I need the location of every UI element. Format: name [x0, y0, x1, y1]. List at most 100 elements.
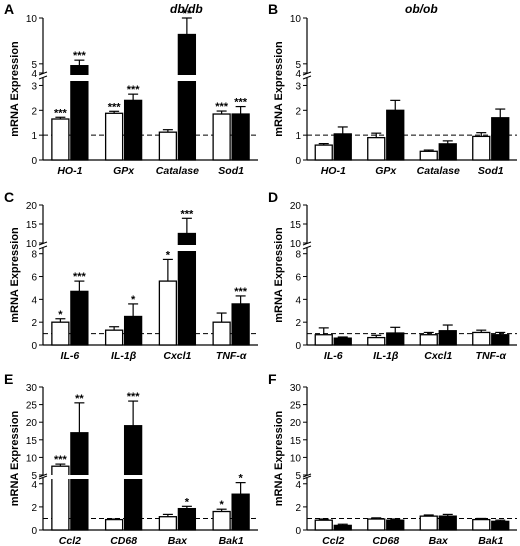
bar [333, 524, 352, 531]
y-tick-label: 8 [295, 250, 301, 261]
panel-letter: D [268, 189, 278, 205]
y-tick-label: 5 [295, 471, 301, 482]
bar [438, 330, 457, 346]
y-tick-label: 0 [31, 341, 37, 352]
bar [158, 131, 178, 161]
bar [177, 33, 197, 161]
bar [386, 519, 405, 531]
x-tick-label: Cxcl1 [163, 350, 191, 362]
x-tick-label: IL-1β [373, 350, 399, 362]
bar [314, 144, 333, 161]
x-tick-label: TNF-α [476, 350, 507, 362]
bar [123, 99, 143, 161]
bar-break-gap [123, 475, 143, 479]
y-tick-label: 15 [290, 436, 302, 447]
y-tick-label: 0 [31, 156, 37, 167]
significance-label: * [185, 496, 190, 508]
bar [212, 321, 231, 346]
axis-break-mark [38, 75, 48, 80]
y-tick-label: 4 [31, 69, 37, 80]
bar-break-gap [50, 475, 70, 479]
axis-break-mark [38, 245, 48, 250]
bar [472, 518, 491, 531]
y-tick-label: 2 [31, 106, 37, 117]
bar [491, 334, 510, 346]
bar [212, 113, 231, 161]
y-tick-label: 4 [295, 69, 301, 80]
bar [231, 113, 250, 161]
bar [123, 315, 143, 346]
x-tick-label: Bak1 [478, 535, 503, 546]
y-tick-label: 10 [290, 453, 302, 464]
x-tick-label: CD68 [110, 535, 137, 546]
bar-break-gap [69, 475, 89, 479]
bar-break-gap [177, 75, 197, 81]
x-tick-label: GPx [113, 165, 135, 177]
y-tick-label: 2 [295, 503, 301, 514]
y-tick-label: 20 [26, 418, 38, 429]
x-tick-label: Cxcl1 [424, 350, 452, 362]
y-tick-label: 15 [290, 220, 302, 231]
significance-label: *** [54, 107, 68, 119]
y-tick-label: 25 [26, 401, 38, 412]
x-tick-label: Bax [168, 535, 188, 546]
y-tick-label: 15 [26, 436, 38, 447]
bar [438, 515, 457, 531]
y-tick-label: 10 [26, 453, 38, 464]
bar [333, 337, 352, 346]
y-tick-label: 10 [26, 14, 38, 25]
y-tick-label: 6 [295, 273, 301, 284]
y-tick-label: 10 [290, 239, 302, 250]
bar [491, 117, 510, 161]
y-tick-label: 20 [290, 418, 302, 429]
y-tick-label: 0 [295, 156, 301, 167]
y-tick-label: 25 [290, 401, 302, 412]
x-tick-label: Sod1 [478, 165, 504, 177]
x-tick-label: Bak1 [219, 535, 244, 546]
significance-label: * [58, 309, 63, 321]
bar [51, 321, 70, 346]
y-tick-label: 10 [290, 14, 302, 25]
bar-break-gap [177, 245, 197, 251]
bar [472, 135, 491, 161]
y-axis-label: mRNA Expression [273, 410, 285, 506]
x-tick-label: Catalase [417, 165, 460, 177]
significance-label: ** [183, 8, 192, 20]
significance-label: *** [180, 208, 194, 220]
bar [70, 290, 89, 346]
significance-label: *** [234, 97, 248, 109]
significance-label: * [131, 294, 136, 306]
y-axis-label: mRNA Expression [273, 41, 285, 137]
bar [367, 136, 386, 161]
x-tick-label: IL-6 [324, 350, 343, 362]
column-title-right: ob/ob [405, 2, 438, 16]
y-tick-label: 4 [295, 480, 301, 491]
x-tick-label: IL-1β [111, 350, 137, 362]
x-tick-label: Ccl2 [322, 535, 344, 546]
y-tick-label: 1 [295, 131, 301, 142]
bar [333, 133, 352, 161]
y-tick-label: 5 [31, 471, 37, 482]
y-axis-label: mRNA Expression [9, 410, 21, 506]
panel-letter: B [268, 1, 278, 17]
x-tick-label: Catalase [156, 165, 199, 177]
x-tick-label: Sod1 [218, 165, 244, 177]
bar [212, 510, 231, 531]
significance-label: *** [108, 101, 122, 113]
bar [158, 516, 178, 531]
y-tick-label: 4 [295, 295, 301, 306]
significance-label: * [166, 249, 171, 261]
bar [367, 518, 386, 531]
bar [104, 329, 124, 346]
bar [231, 493, 250, 531]
y-tick-label: 5 [295, 60, 301, 71]
y-tick-label: 30 [290, 383, 302, 394]
y-tick-label: 0 [295, 341, 301, 352]
y-axis-label: mRNA Expression [9, 41, 21, 137]
